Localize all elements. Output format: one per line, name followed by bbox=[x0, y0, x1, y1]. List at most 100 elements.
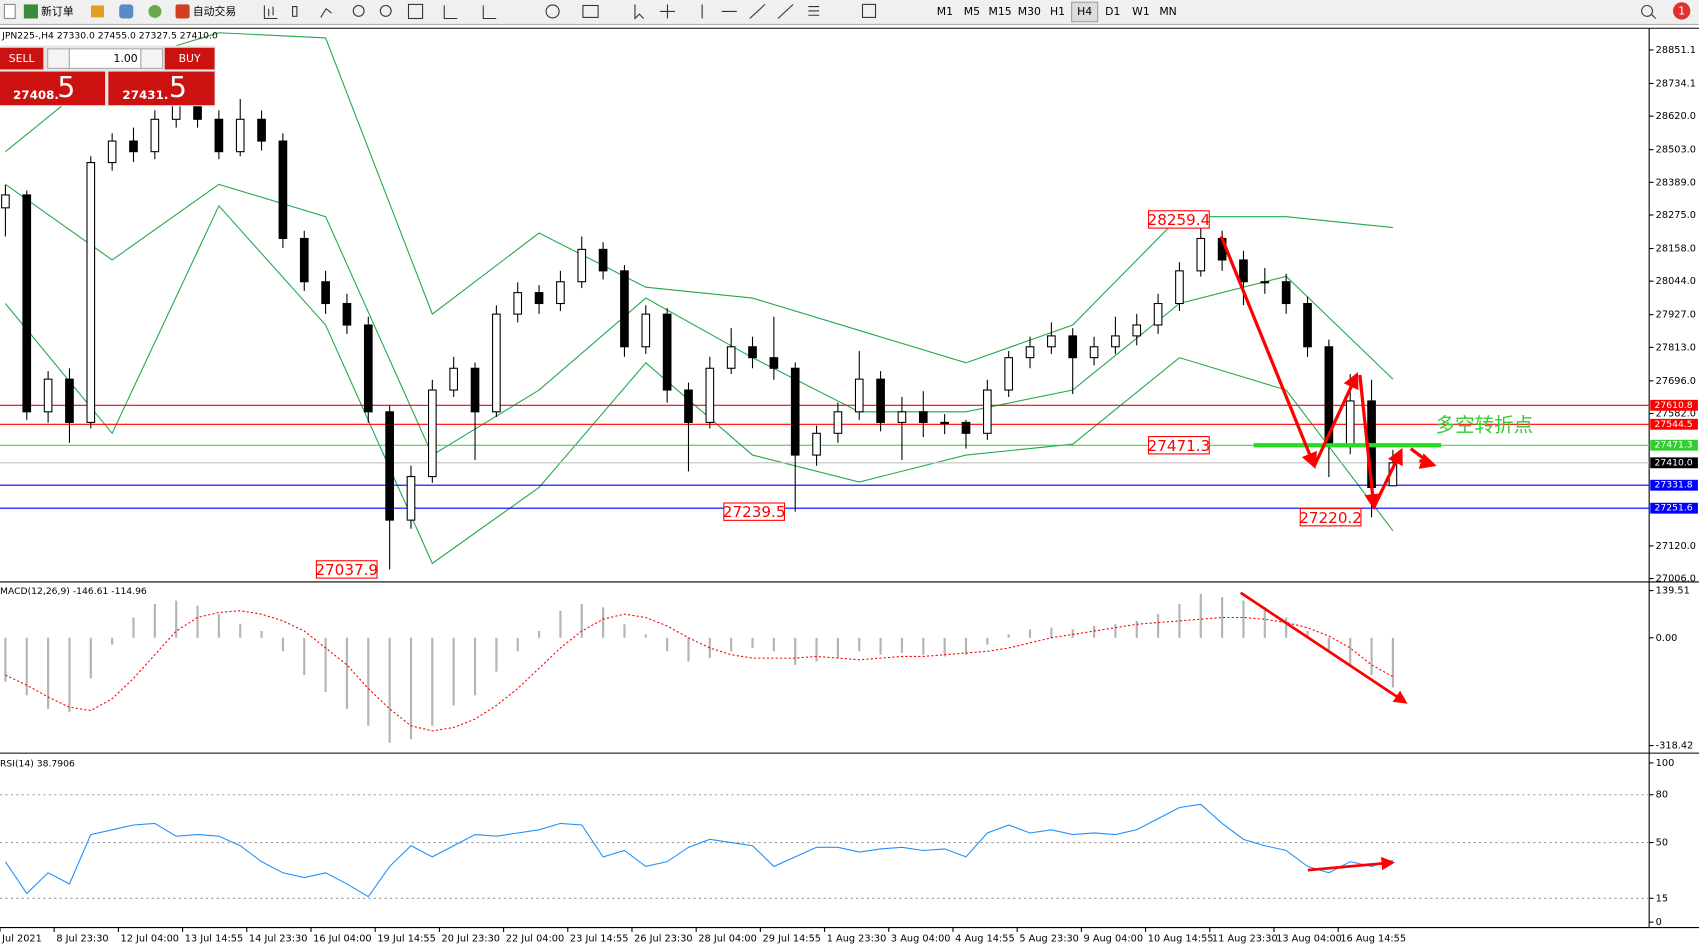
sell-label[interactable]: SELL bbox=[9, 52, 35, 65]
icon-candles[interactable] bbox=[292, 6, 298, 17]
new-order-label[interactable]: 新订单 bbox=[41, 4, 74, 18]
y-tick-label: 27927.0 bbox=[1656, 310, 1696, 321]
candle-body bbox=[833, 411, 843, 434]
timeframe-button[interactable]: M1 bbox=[937, 5, 953, 18]
candle-body bbox=[769, 357, 779, 369]
candle-body bbox=[812, 432, 821, 456]
icon-scroll[interactable] bbox=[443, 5, 497, 20]
icon-crosshair[interactable] bbox=[659, 4, 676, 19]
price-label-box bbox=[723, 502, 786, 521]
price-label: 27239.5 bbox=[723, 503, 786, 521]
price-level-box bbox=[1650, 502, 1698, 514]
icon-window[interactable] bbox=[3, 3, 16, 20]
timeframe-button[interactable]: M30 bbox=[1018, 5, 1041, 18]
y-tick-label: 139.51 bbox=[1656, 586, 1690, 597]
indicator-title: MACD(12,26,9) -146.61 -114.96 bbox=[0, 586, 147, 597]
icon[interactable] bbox=[119, 4, 134, 19]
lot-down[interactable] bbox=[47, 48, 70, 69]
bid-pips[interactable]: 5 bbox=[57, 71, 75, 104]
candle-body bbox=[961, 421, 971, 434]
drawn-arrows bbox=[1219, 235, 1437, 872]
price-label: 27220.2 bbox=[1299, 509, 1362, 527]
candle-body bbox=[790, 367, 800, 456]
timeframe-button[interactable]: M5 bbox=[964, 5, 980, 18]
candle-body bbox=[705, 367, 715, 423]
timeframe-button[interactable]: MN bbox=[1159, 5, 1176, 18]
timeframe-button[interactable]: M15 bbox=[989, 5, 1012, 18]
icon-zoom-out[interactable] bbox=[379, 4, 392, 17]
candle-body bbox=[1281, 281, 1291, 305]
icon-objects[interactable] bbox=[701, 4, 820, 19]
arrow bbox=[1219, 235, 1317, 470]
y-tick-label: 0 bbox=[1656, 917, 1662, 928]
lot-up[interactable] bbox=[140, 48, 164, 69]
toolbar-bg bbox=[0, 0, 1699, 24]
icon-auto-trading[interactable] bbox=[175, 4, 190, 19]
y-tick-label: 28389.0 bbox=[1656, 177, 1696, 188]
x-tick-label: 11 Aug 23:30 bbox=[1212, 933, 1278, 944]
y-tick-label: 28275.0 bbox=[1656, 210, 1696, 221]
candle-body bbox=[257, 118, 266, 142]
ask-pips[interactable]: 5 bbox=[169, 71, 187, 104]
icon-line[interactable] bbox=[320, 7, 332, 18]
price-level-label: 27610.8 bbox=[1655, 400, 1693, 411]
buy-label[interactable]: BUY bbox=[179, 52, 201, 65]
candle-body bbox=[1303, 302, 1312, 348]
rsi-line bbox=[4, 803, 1394, 898]
x-tick-label: 20 Jul 23:30 bbox=[442, 933, 500, 944]
candle-body bbox=[342, 302, 352, 326]
price-level-label: 27471.3 bbox=[1655, 440, 1693, 451]
buy-button[interactable] bbox=[164, 47, 215, 70]
timeframe-button[interactable]: H4 bbox=[1077, 5, 1092, 18]
notification-count[interactable]: 1 bbox=[1678, 4, 1685, 17]
icon-tile[interactable] bbox=[407, 3, 424, 20]
y-tick-label: 50 bbox=[1656, 838, 1668, 849]
x-tick-label: 14 Jul 23:30 bbox=[249, 933, 307, 944]
icon-new-order[interactable] bbox=[23, 4, 38, 19]
candle-body bbox=[876, 378, 885, 423]
icon-search[interactable] bbox=[1641, 4, 1657, 19]
timeframe-button[interactable]: W1 bbox=[1132, 5, 1150, 18]
icon-period[interactable] bbox=[545, 4, 560, 19]
icon-text[interactable] bbox=[861, 3, 877, 18]
arrow bbox=[1239, 591, 1408, 704]
x-tick-label: 29 Jul 14:55 bbox=[763, 933, 821, 944]
x-tick-label: 16 Aug 14:55 bbox=[1340, 933, 1406, 944]
chart-title: JPN225-,H4 27330.0 27455.0 27327.5 27410… bbox=[1, 30, 218, 41]
icon[interactable] bbox=[148, 4, 162, 18]
auto-trading-label[interactable]: 自动交易 bbox=[193, 4, 236, 18]
bollinger-upper bbox=[5, 32, 1393, 364]
notification-badge[interactable] bbox=[1672, 2, 1691, 20]
candle-body bbox=[363, 324, 373, 413]
icon[interactable] bbox=[91, 5, 105, 18]
candle-body bbox=[513, 292, 523, 315]
ask-price[interactable]: 27431. bbox=[122, 88, 168, 102]
timeframe-button[interactable]: D1 bbox=[1105, 5, 1120, 18]
icon-bars[interactable] bbox=[263, 5, 278, 20]
ask-box[interactable] bbox=[108, 71, 215, 106]
candle-body bbox=[897, 411, 907, 423]
sell-button[interactable] bbox=[0, 47, 44, 70]
bid-box[interactable] bbox=[0, 71, 106, 106]
candle-body bbox=[1004, 357, 1014, 391]
lot-value[interactable]: 1.00 bbox=[113, 52, 137, 65]
icon-cursor[interactable] bbox=[634, 4, 645, 20]
bid-price[interactable]: 27408. bbox=[13, 88, 59, 102]
icon-zoom-in[interactable] bbox=[352, 4, 365, 17]
candle-body bbox=[854, 378, 864, 413]
y-tick-label: 0.00 bbox=[1656, 633, 1678, 644]
price-level-box bbox=[1650, 418, 1698, 430]
candle-body bbox=[43, 378, 53, 413]
indicator-title: RSI(14) 38.7906 bbox=[0, 758, 75, 769]
active-timeframe-bg bbox=[1071, 1, 1099, 23]
timeframe-button[interactable]: H1 bbox=[1050, 5, 1065, 18]
candle-body bbox=[1111, 335, 1120, 348]
x-tick-label: 1 Aug 23:30 bbox=[827, 933, 887, 944]
candle-body bbox=[1239, 259, 1248, 283]
y-tick-label: 28851.1 bbox=[1656, 45, 1696, 56]
bollinger-lower bbox=[4, 204, 1394, 565]
icon-template[interactable] bbox=[582, 4, 599, 18]
candle-body bbox=[748, 346, 757, 359]
